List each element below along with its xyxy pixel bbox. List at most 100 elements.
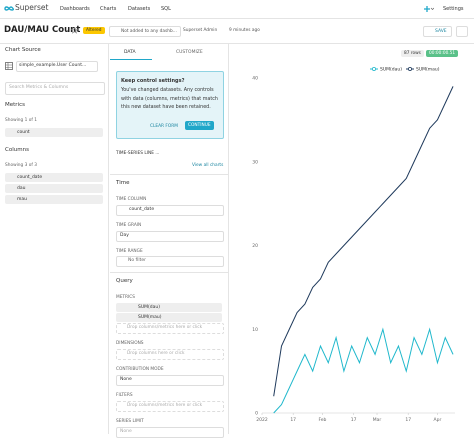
y-tick-label: 0 [255,411,258,417]
altered-badge[interactable]: Altered [83,27,105,34]
new-button[interactable] [424,5,434,13]
top-nav [0,0,474,19]
section-heading[interactable]: Query [116,278,133,284]
search-placeholder[interactable]: Search Metrics & Columns [9,85,69,90]
x-tick-label: 17 [405,417,411,423]
metric-value[interactable]: SUM(dau) [138,305,161,310]
divider [228,43,229,434]
settings-menu[interactable]: Settings [443,6,464,12]
alert-body: You've changed datasets. Any controls wi… [121,88,218,111]
y-tick-label: 30 [252,159,258,165]
field-label: TIME COLUMN [116,197,147,202]
field-value[interactable]: Day [120,233,129,238]
series-line [273,327,454,414]
drop-hint[interactable]: Drop columns/metrics here or click [127,403,203,408]
drop-zone[interactable] [116,349,224,360]
more-button[interactable] [456,26,468,37]
tab[interactable]: CUSTOMIZE [176,50,203,55]
dataset-icon [5,62,13,70]
y-tick-label: 10 [252,327,258,333]
drop-zone[interactable] [116,401,224,412]
drop-hint[interactable]: Drop columns/metrics here or click [127,325,203,330]
save-button[interactable]: SAVE [423,26,452,37]
count-label: Showing 3 of 3 [5,163,37,168]
dashboards-tag[interactable]: Not added to any dashb... [109,26,181,37]
metric-pill[interactable] [116,313,222,322]
x-tick-label: Mar [373,417,382,423]
clear-form[interactable]: CLEAR FORM [150,124,178,129]
section-heading[interactable]: Time [116,180,130,186]
column-name[interactable]: count_date [17,175,43,180]
field-label: TIME RANGE [116,249,143,254]
metric-value[interactable]: SUM(mau) [138,315,162,320]
series-line [273,86,454,397]
nav-link[interactable]: Dashboards [60,6,90,12]
divider [108,43,109,434]
select[interactable] [116,427,224,438]
column-item[interactable] [5,173,103,182]
section-heading: Chart Source [5,47,41,53]
column-item[interactable] [5,195,103,204]
field-label: TIME GRAIN [116,223,142,228]
metric-name[interactable]: count [17,130,30,135]
field-value[interactable]: None [120,429,132,434]
legend-marker [407,67,412,72]
drop-zone[interactable] [116,323,224,334]
divider [110,272,228,273]
legend-label: SUM(mau) [416,67,440,73]
select[interactable] [116,231,224,242]
nav-link[interactable]: Charts [100,6,117,12]
field-label: METRICS [116,295,136,300]
x-tick-label: 17 [351,417,357,423]
column-item[interactable] [5,184,103,193]
brand[interactable]: Superset [15,3,49,12]
metric-item[interactable] [5,128,103,137]
divider [110,174,228,175]
owner: Superset Admin [183,28,218,33]
dataset-select[interactable] [16,61,98,72]
column-name[interactable]: dau [17,186,26,191]
continue-button[interactable]: CONTINUE [185,121,214,130]
field-value[interactable]: No filter [128,258,147,263]
x-tick-label: Feb [318,417,326,423]
query-duration: 00:00:00.51 [426,50,459,57]
alert-title: Keep control settings? [121,78,185,84]
column-name[interactable]: mau [17,197,27,202]
x-tick-label: 17 [290,417,296,423]
y-tick-label: 40 [252,76,258,82]
tab[interactable]: DATA [124,50,136,55]
field-label: DIMENSIONS [116,341,144,346]
section-heading[interactable]: Columns [5,147,29,153]
field-label: FILTERS [116,393,133,398]
chart-title[interactable]: DAU/MAU Count [4,25,81,35]
field-label: SERIES LIMIT [116,419,144,424]
count-label: Showing 1 of 1 [5,118,37,123]
view-all-charts[interactable]: View all charts [192,163,224,168]
divider [0,43,474,44]
viz-type[interactable]: TIME-SERIES LINE ... [116,151,160,156]
favorite-star[interactable] [71,27,78,34]
select[interactable] [116,375,224,386]
field-value[interactable]: None [120,377,132,382]
metric-pill[interactable] [116,303,222,312]
field-label: CONTRIBUTION MODE [116,367,164,372]
search-box[interactable] [5,82,105,95]
nav-link[interactable]: Datasets [128,6,151,12]
select[interactable] [116,205,224,216]
section-heading[interactable]: Metrics [5,102,25,108]
field-value[interactable]: count_date [129,207,155,212]
x-tick-label: Apr [434,417,442,423]
legend-marker [371,67,376,72]
drop-hint[interactable]: Drop columns here or click [127,351,185,356]
logo [4,6,14,11]
x-tick-label: 2022 [256,417,268,423]
select[interactable] [116,256,224,267]
tab-underline [110,59,152,60]
modified: 9 minutes ago [229,28,260,33]
dataset-name[interactable]: simple_example.User Count... [19,63,87,68]
y-tick-label: 20 [252,243,258,249]
chart: 0 10 20 30 40 2022 17 Feb 17 Mar 17 Apr SUM(dau) SUM(… [252,67,455,423]
legend-label: SUM(dau) [380,67,402,73]
nav-link[interactable]: SQL [161,6,171,12]
